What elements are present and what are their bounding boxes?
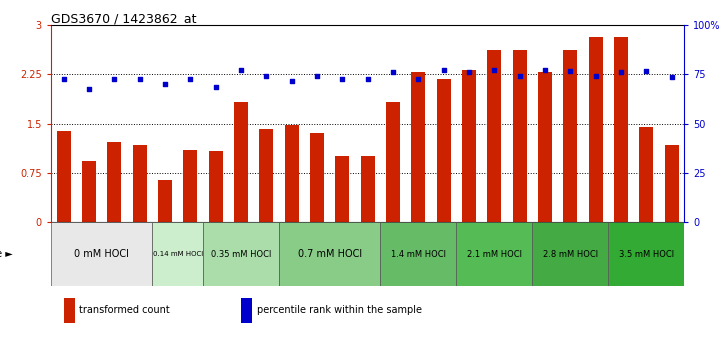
Bar [563,50,577,222]
Point [261,73,272,79]
Point [159,81,171,87]
Bar [234,102,248,222]
Bar [279,222,380,286]
Point [641,68,652,74]
Point [210,85,221,90]
Text: 0 mM HOCl: 0 mM HOCl [74,249,129,259]
Text: 0.35 mM HOCl: 0.35 mM HOCl [211,250,271,259]
Bar [152,222,203,286]
Bar [411,72,425,222]
Bar [107,142,122,222]
Point [311,73,323,79]
Bar [513,50,526,222]
Bar [538,72,552,222]
Bar [639,127,653,222]
Point [134,76,146,82]
Bar [456,222,532,286]
Point [387,69,399,75]
Bar [209,151,223,222]
Bar [532,222,609,286]
Bar [183,150,197,222]
Point [438,67,449,72]
Text: transformed count: transformed count [79,305,170,315]
Text: 0.14 mM HOCl: 0.14 mM HOCl [152,251,203,257]
Text: 0.7 mM HOCl: 0.7 mM HOCl [298,249,362,259]
Text: 1.4 mM HOCl: 1.4 mM HOCl [391,250,446,259]
Point [362,76,373,82]
Bar [203,222,279,286]
Text: percentile rank within the sample: percentile rank within the sample [257,305,422,315]
Point [590,73,601,79]
Point [488,67,500,72]
Point [108,76,120,82]
Bar [310,133,324,222]
Bar [241,297,253,323]
Point [413,76,424,82]
Text: 2.1 mM HOCl: 2.1 mM HOCl [467,250,522,259]
Bar [57,131,71,222]
Bar [285,125,298,222]
Point [564,68,576,74]
Bar [63,297,75,323]
Bar [360,156,375,222]
Point [615,69,627,75]
Point [666,75,678,80]
Bar [336,156,349,222]
Bar [380,222,456,286]
Bar [487,50,502,222]
Text: 2.8 mM HOCl: 2.8 mM HOCl [543,250,598,259]
Bar [132,145,146,222]
Point [463,69,475,75]
Bar [82,161,96,222]
Bar [589,36,603,222]
Point [184,76,196,82]
Bar [614,36,628,222]
Bar [437,79,451,222]
Point [514,73,526,79]
Point [286,78,298,84]
Point [235,67,247,72]
Point [539,67,551,72]
Text: GDS3670 / 1423862_at: GDS3670 / 1423862_at [51,12,197,25]
Text: dose ►: dose ► [0,249,13,259]
Point [83,86,95,92]
Bar [51,222,152,286]
Text: 3.5 mM HOCl: 3.5 mM HOCl [619,250,674,259]
Bar [609,222,684,286]
Bar [259,129,273,222]
Bar [386,102,400,222]
Point [58,76,69,82]
Bar [665,145,678,222]
Bar [158,179,172,222]
Point [336,76,348,82]
Bar [462,69,476,222]
